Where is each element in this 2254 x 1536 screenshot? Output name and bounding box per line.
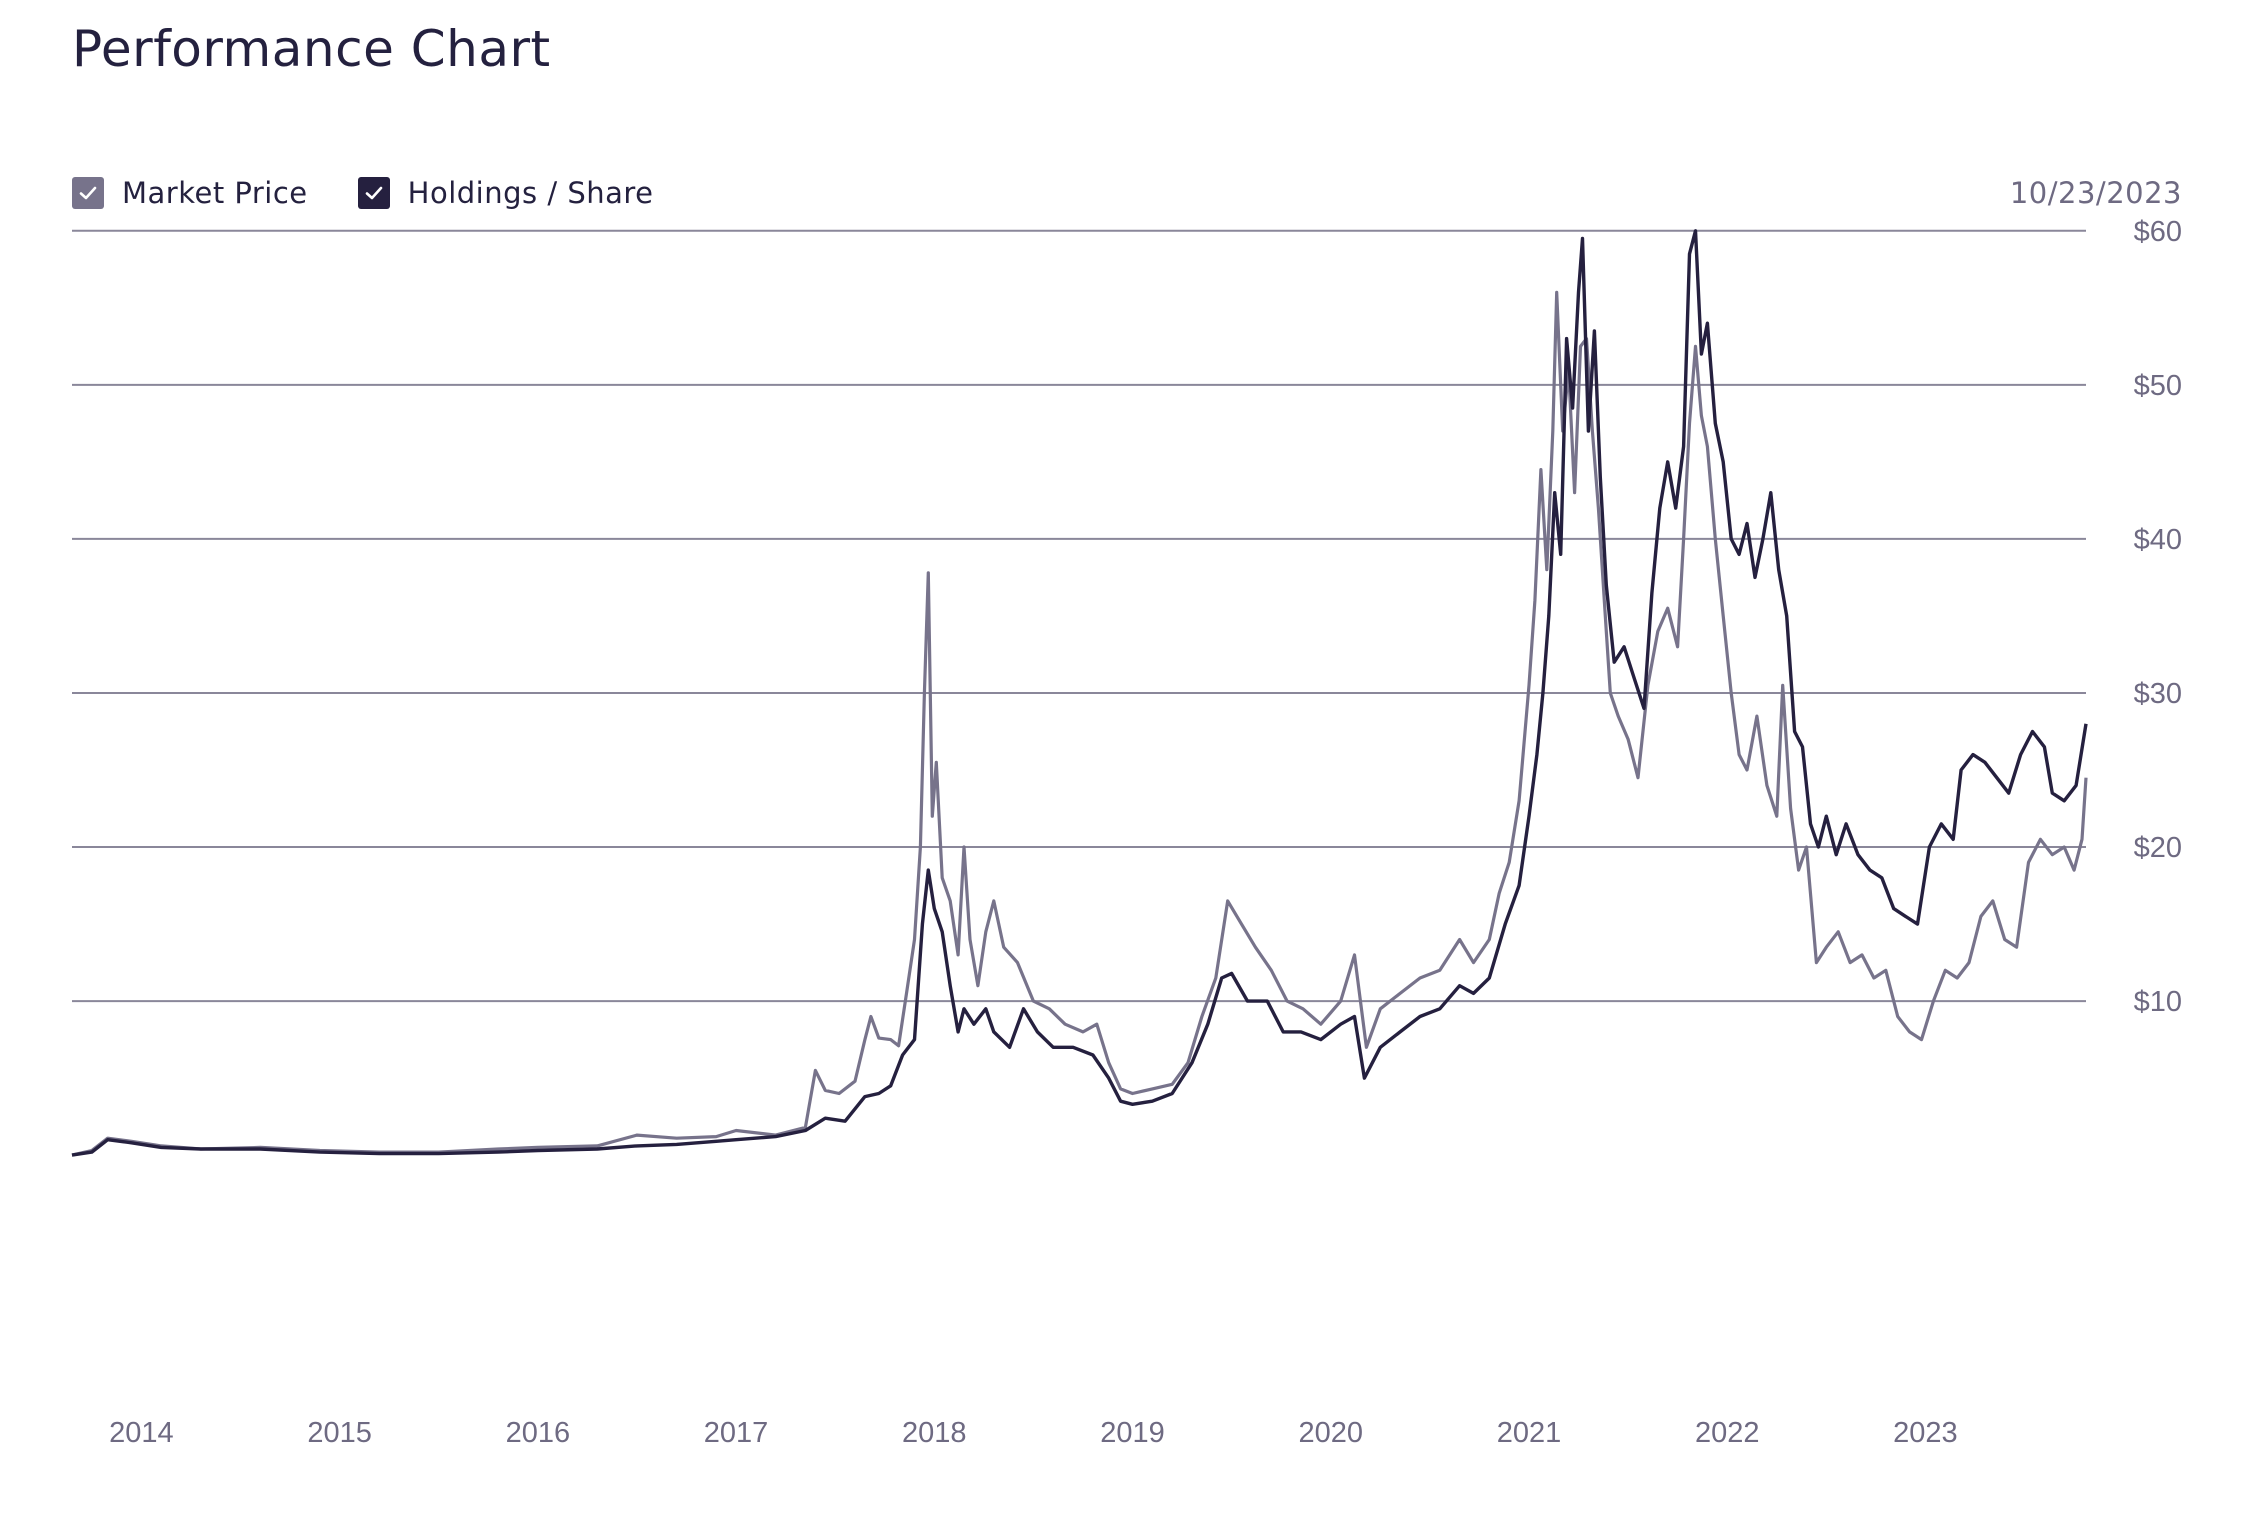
x-tick-label: 2018 [902,1417,967,1449]
x-tick-label: 2023 [1893,1417,1958,1449]
page-title: Performance Chart [72,20,551,78]
y-tick-label: $10 [2134,986,2182,1018]
x-tick-label: 2014 [109,1417,174,1449]
x-tick-label: 2021 [1497,1417,1562,1449]
legend-label-market-price: Market Price [122,176,308,210]
x-tick-label: 2017 [704,1417,769,1449]
check-icon [365,186,382,200]
y-tick-label: $30 [2134,678,2182,710]
legend-label-holdings-share: Holdings / Share [407,176,654,210]
legend-item-holdings-share[interactable]: Holdings / Share [357,176,654,210]
y-tick-label: $40 [2134,524,2182,556]
x-tick-label: 2020 [1298,1417,1363,1449]
market-price-checkbox[interactable] [72,177,104,209]
chart-legend: Market Price Holdings / Share [72,176,704,210]
x-tick-label: 2022 [1695,1417,1760,1449]
series-line-market-price [71,290,2088,1157]
legend-item-market-price[interactable]: Market Price [72,176,308,210]
as-of-date: 10/23/2023 [2009,176,2182,210]
y-tick-label: $60 [2134,216,2182,248]
x-tick-label: 2019 [1100,1417,1165,1449]
x-tick-label: 2016 [506,1417,571,1449]
y-tick-label: $50 [2134,370,2182,402]
check-icon [79,186,97,200]
x-tick-label: 2015 [307,1417,372,1449]
series-line-holdings-share [71,229,2088,1157]
holdings-share-checkbox[interactable] [357,177,390,209]
x-axis-ticks: 2014 2015 2016 2017 2018 2019 2020 2021 2022 2023 [109,1417,1958,1449]
gridlines [72,229,2086,1003]
series-lines [71,229,2088,1157]
y-axis-ticks: $10 $20 $30 $40 $50 $60 [2134,216,2182,1018]
y-tick-label: $20 [2134,832,2182,864]
